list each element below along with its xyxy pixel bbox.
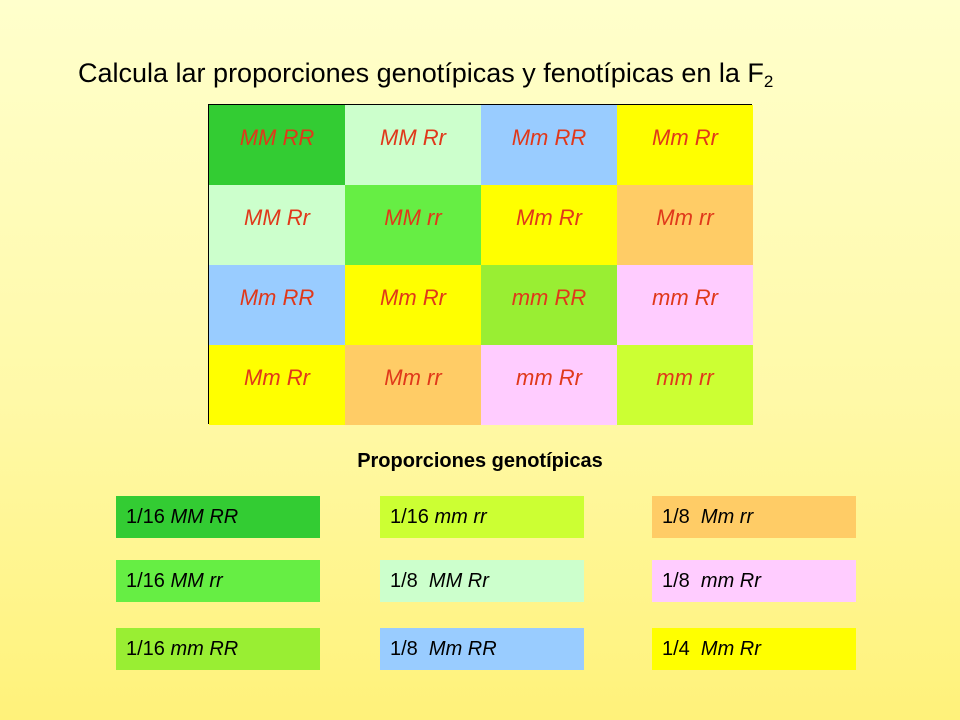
proportion-box: 1/16 MM RR bbox=[116, 496, 320, 538]
punnett-cell: mm Rr bbox=[481, 345, 617, 425]
proportion-box: 1/16 mm RR bbox=[116, 628, 320, 670]
title-subscript: 2 bbox=[763, 72, 774, 91]
proportion-genotype: mm rr bbox=[434, 505, 487, 528]
punnett-cell: Mm Rr bbox=[481, 185, 617, 265]
punnett-cell: mm rr bbox=[617, 345, 753, 425]
punnett-square: MM RR MM Rr Mm RR Mm Rr MM Rr MM rr Mm Rr Mm rr… bbox=[208, 104, 753, 425]
proportion-box: 1/8 Mm rr bbox=[652, 496, 856, 538]
punnett-cell: MM Rr bbox=[209, 185, 345, 265]
proportion-fraction: 1/16 bbox=[126, 637, 171, 660]
page-title: Calcula lar proporciones genotípicas y f… bbox=[78, 58, 773, 92]
proportion-genotype: mm Rr bbox=[700, 569, 761, 592]
punnett-cell: Mm RR bbox=[481, 105, 617, 185]
proportion-genotype: Mm Rr bbox=[700, 637, 761, 660]
proportion-genotype: MM rr bbox=[170, 569, 223, 592]
punnett-cell: Mm RR bbox=[209, 265, 345, 345]
punnett-cell: MM RR bbox=[209, 105, 345, 185]
punnett-cell: mm Rr bbox=[617, 265, 753, 345]
proportion-fraction: 1/8 bbox=[390, 637, 429, 660]
proportion-fraction: 1/4 bbox=[662, 637, 701, 660]
proportion-box: 1/16 MM rr bbox=[116, 560, 320, 602]
proportion-box: 1/8 MM Rr bbox=[380, 560, 584, 602]
proportion-fraction: 1/8 bbox=[662, 569, 701, 592]
proportion-box: 1/16 mm rr bbox=[380, 496, 584, 538]
proportion-box: 1/8 mm Rr bbox=[652, 560, 856, 602]
punnett-cell: MM rr bbox=[345, 185, 481, 265]
proportion-genotype: Mm rr bbox=[700, 505, 754, 528]
proportion-fraction: 1/8 bbox=[662, 505, 701, 528]
proportion-genotype: Mm RR bbox=[428, 637, 497, 660]
proportion-fraction: 1/16 bbox=[126, 505, 171, 528]
punnett-cell: Mm rr bbox=[345, 345, 481, 425]
punnett-cell: Mm rr bbox=[617, 185, 753, 265]
punnett-cell: Mm Rr bbox=[345, 265, 481, 345]
proportion-box: 1/8 Mm RR bbox=[380, 628, 584, 670]
proportion-fraction: 1/16 bbox=[390, 505, 435, 528]
proportions-title: Proporciones genotípicas bbox=[357, 450, 603, 472]
punnett-cell: Mm Rr bbox=[209, 345, 345, 425]
punnett-cell: mm RR bbox=[481, 265, 617, 345]
proportion-fraction: 1/16 bbox=[126, 569, 171, 592]
proportion-genotype: mm RR bbox=[170, 637, 239, 660]
proportion-box: 1/4 Mm Rr bbox=[652, 628, 856, 670]
proportion-fraction: 1/8 bbox=[390, 569, 429, 592]
punnett-cell: Mm Rr bbox=[617, 105, 753, 185]
title-text: Calcula lar proporciones genotípicas y f… bbox=[78, 58, 764, 88]
proportion-genotype: MM Rr bbox=[428, 569, 489, 592]
punnett-cell: MM Rr bbox=[345, 105, 481, 185]
proportion-genotype: MM RR bbox=[170, 505, 239, 528]
